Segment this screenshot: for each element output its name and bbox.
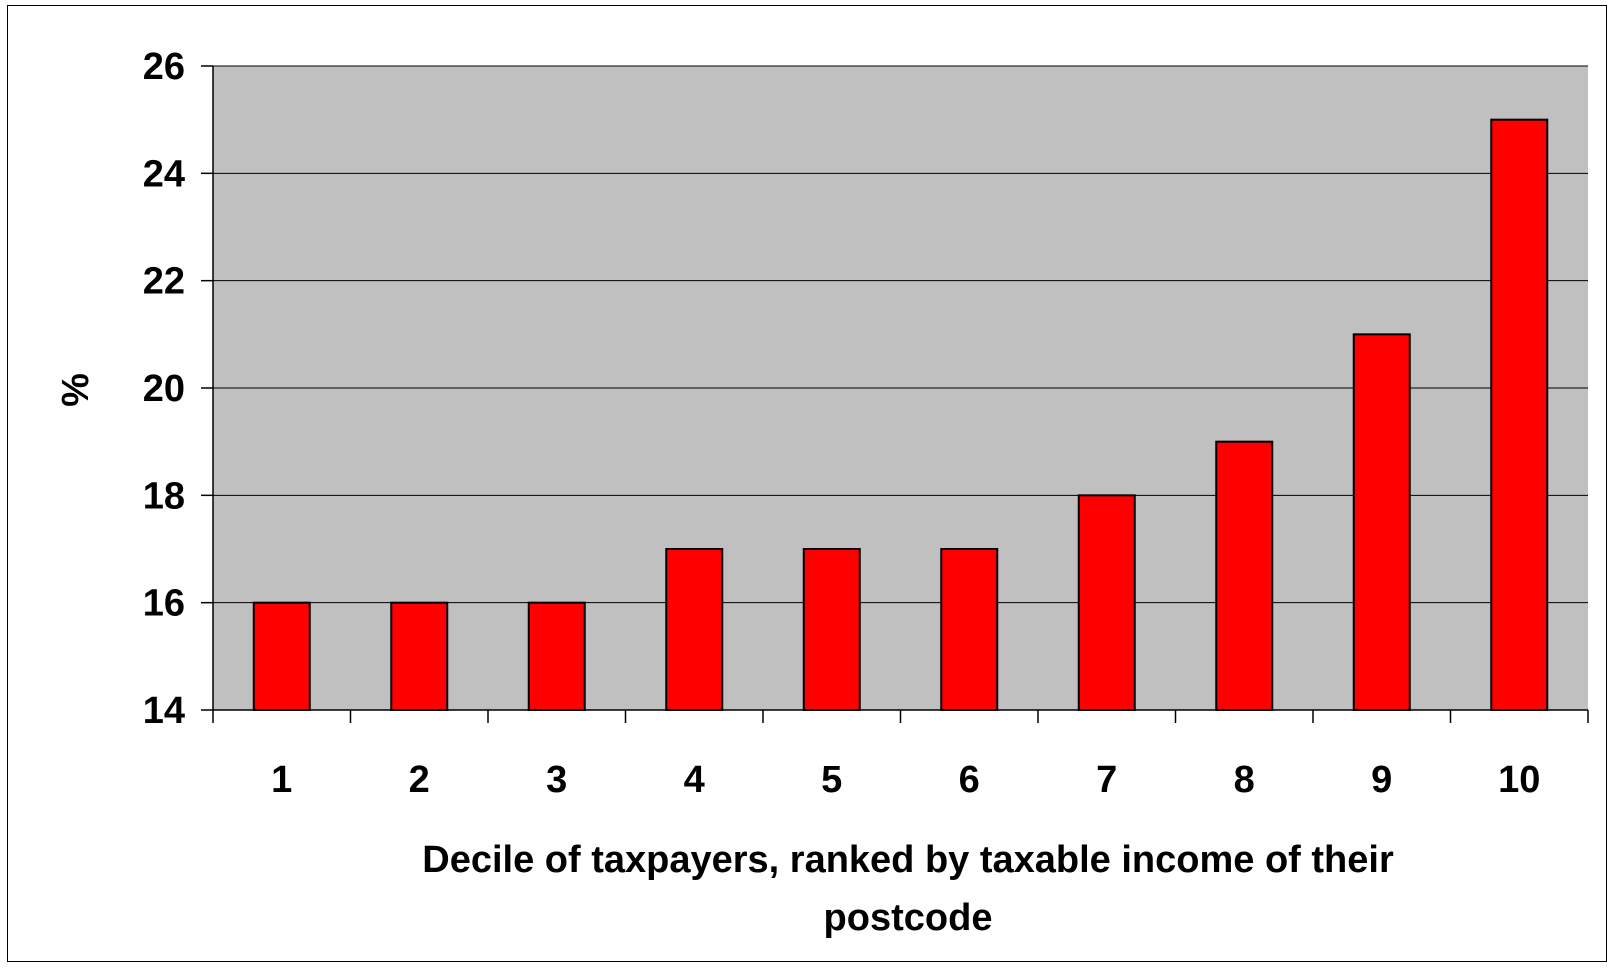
bar (1490, 118, 1549, 711)
bar (1077, 494, 1136, 712)
bar (1352, 333, 1411, 711)
bar (1215, 440, 1274, 711)
x-tick-label: 1 (271, 759, 292, 801)
y-tick-label: 18 (143, 475, 185, 517)
bar (940, 548, 999, 711)
x-tick-label: 6 (959, 759, 980, 801)
x-tick-label: 9 (1371, 759, 1392, 801)
x-tick-label: 2 (409, 759, 430, 801)
bars (252, 118, 1549, 712)
x-tick-label: 4 (684, 759, 705, 801)
y-tick-labels: 14 16 18 20 22 24 26 (143, 46, 185, 732)
y-tick-label: 16 (143, 583, 185, 625)
x-tick-label: 10 (1498, 759, 1540, 801)
bar (252, 601, 311, 712)
bar (390, 601, 449, 712)
y-tick-label: 22 (143, 261, 185, 303)
y-tick-label: 20 (143, 368, 185, 410)
y-tick-label: 26 (143, 46, 185, 88)
bar (802, 548, 861, 711)
x-axis-title-line-2: postcode (824, 897, 993, 939)
x-tick-label: 7 (1096, 759, 1117, 801)
bar (665, 548, 724, 711)
x-tick-label: 8 (1234, 759, 1255, 801)
y-axis-title: % (55, 373, 97, 407)
x-tick-label: 3 (546, 759, 567, 801)
axes (201, 65, 1589, 723)
x-tick-label: 5 (821, 759, 842, 801)
y-tick-label: 24 (143, 153, 185, 195)
bar (527, 601, 586, 712)
x-axis-title-line-1: Decile of taxpayers, ranked by taxable i… (422, 839, 1394, 881)
x-tick-labels: 1 2 3 4 5 6 7 8 9 10 (271, 759, 1540, 801)
y-tick-label: 14 (143, 690, 185, 732)
